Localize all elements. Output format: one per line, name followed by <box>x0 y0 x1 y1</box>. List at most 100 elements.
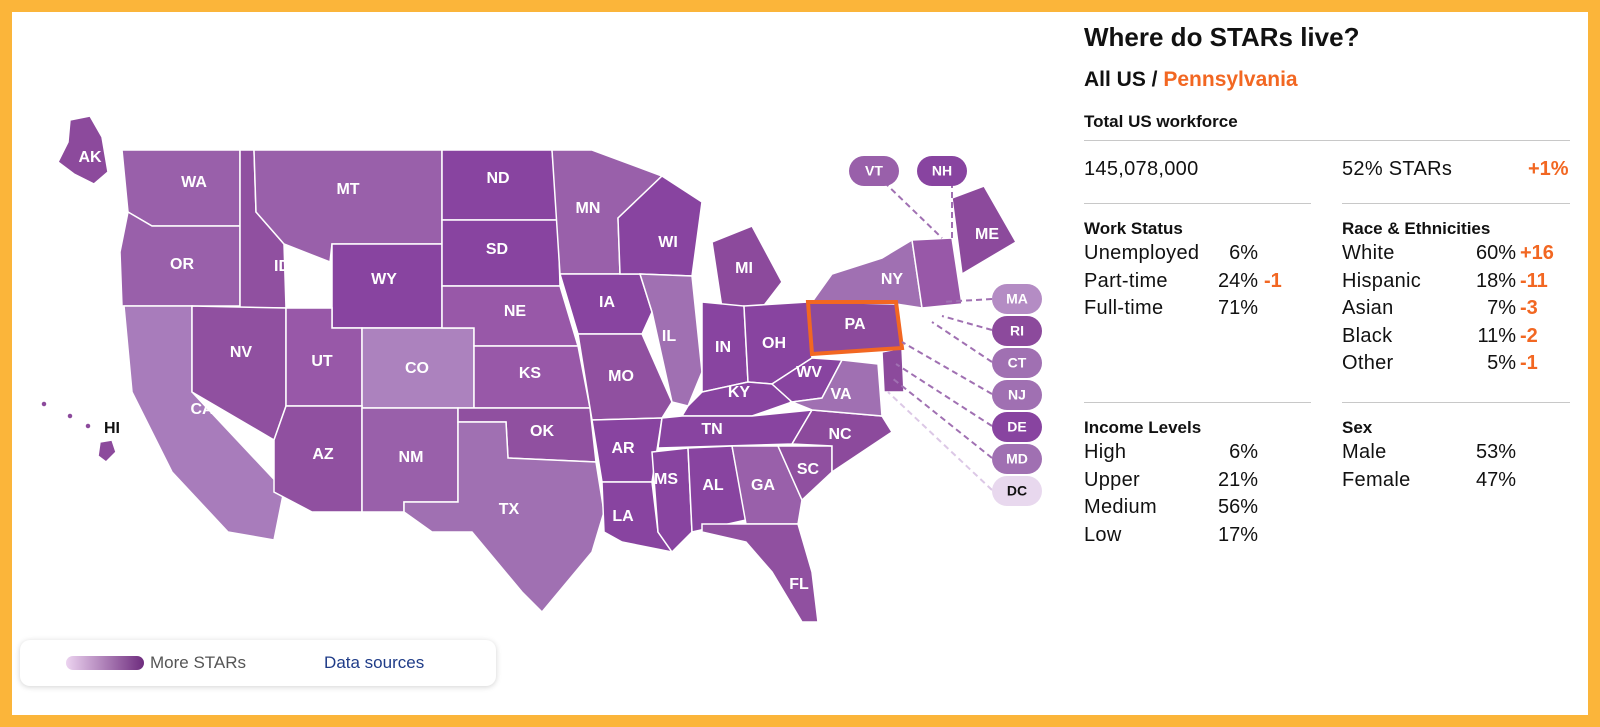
leader-line-vt <box>883 181 943 239</box>
state-pill-label: NH <box>932 163 952 179</box>
state-shape-de-md-nj <box>881 347 905 393</box>
state-pill-bg <box>992 412 1042 442</box>
state-label-ok[interactable]: OK <box>530 423 554 440</box>
stat-row-delta: -2 <box>1520 324 1538 347</box>
stars-delta: +1% <box>1528 158 1569 180</box>
state-label-in[interactable]: IN <box>715 339 731 356</box>
state-label-ky[interactable]: KY <box>728 384 751 401</box>
state-label-ga[interactable]: GA <box>751 477 775 494</box>
state-shape-me[interactable] <box>951 185 1018 276</box>
leader-line-de <box>895 363 993 427</box>
state-label-ne[interactable]: NE <box>504 303 527 320</box>
state-label-oh[interactable]: OH <box>762 335 786 352</box>
hi-island-dot <box>84 422 92 430</box>
state-label-mt[interactable]: MT <box>336 181 359 198</box>
state-pill-bg <box>992 380 1042 410</box>
state-label-pa[interactable]: PA <box>844 316 865 333</box>
stat-row-label: Female <box>1342 468 1411 491</box>
state-shape-tx[interactable] <box>403 421 605 614</box>
hi-island-dot <box>40 400 48 408</box>
stat-row-value: 6% <box>1229 242 1258 264</box>
state-label-va[interactable]: VA <box>830 386 851 403</box>
state-label-ut[interactable]: UT <box>311 353 333 370</box>
race-heading: Race & Ethnicities <box>1342 219 1491 238</box>
state-label-ar[interactable]: AR <box>611 440 635 457</box>
state-label-or[interactable]: OR <box>170 256 194 273</box>
state-label-al[interactable]: AL <box>702 477 724 494</box>
state-label-nd[interactable]: ND <box>486 170 509 187</box>
divider <box>1342 203 1570 204</box>
state-shape-va[interactable] <box>789 359 883 417</box>
state-pill-bg <box>992 444 1042 474</box>
state-label-nc[interactable]: NC <box>828 426 852 443</box>
state-label-ia[interactable]: IA <box>599 294 615 311</box>
stars-share: 52% STARs <box>1342 158 1453 180</box>
leader-line-ri <box>941 315 993 331</box>
state-label-mn[interactable]: MN <box>576 200 601 217</box>
breadcrumb-all-us[interactable]: All US <box>1084 68 1146 91</box>
state-label-ms[interactable]: MS <box>654 471 678 488</box>
state-label-ny[interactable]: NY <box>881 271 904 288</box>
leader-line-ct <box>931 321 993 363</box>
stat-row-value: 7% <box>1487 297 1516 319</box>
state-label-wi[interactable]: WI <box>658 234 678 251</box>
stat-row-label: Part-time <box>1084 269 1168 292</box>
state-pill-de[interactable]: DE <box>992 412 1042 442</box>
state-label-wy[interactable]: WY <box>371 271 397 288</box>
state-pill-ma[interactable]: MA <box>992 284 1042 314</box>
state-pill-nj[interactable]: NJ <box>992 380 1042 410</box>
data-sources-link[interactable]: Data sources <box>324 653 425 672</box>
state-label-sd[interactable]: SD <box>486 241 508 258</box>
state-label-mi[interactable]: MI <box>735 260 753 277</box>
stat-row-label: Male <box>1342 441 1387 463</box>
state-label-fl[interactable]: FL <box>789 576 809 593</box>
stat-row-label: Upper <box>1084 468 1140 491</box>
state-shape-ny[interactable] <box>810 238 923 309</box>
state-label-sc[interactable]: SC <box>797 461 820 478</box>
state-shape-az[interactable] <box>273 405 363 513</box>
state-shape-tn[interactable] <box>657 409 814 449</box>
state-label-me[interactable]: ME <box>975 226 999 243</box>
state-pill-vt[interactable]: VT <box>849 156 899 186</box>
state-label-ak[interactable]: AK <box>78 149 102 166</box>
state-label-nv[interactable]: NV <box>230 344 253 361</box>
state-label-id[interactable]: ID <box>274 258 290 275</box>
state-shape-ms[interactable] <box>651 447 693 554</box>
state-label-ks[interactable]: KS <box>519 365 542 382</box>
state-pill-ct[interactable]: CT <box>992 348 1042 378</box>
state-label-la[interactable]: LA <box>612 508 634 525</box>
state-pill-dc[interactable]: DC <box>992 476 1042 506</box>
state-label-il[interactable]: IL <box>662 328 676 345</box>
state-shape-fl[interactable] <box>701 523 819 623</box>
state-shape-ga[interactable] <box>731 445 803 525</box>
state-label-tx[interactable]: TX <box>499 501 520 518</box>
stat-row-label: High <box>1084 441 1127 463</box>
workforce-heading: Total US workforce <box>1084 112 1238 131</box>
stat-row-label: Other <box>1342 352 1394 374</box>
state-label-wv[interactable]: WV <box>796 364 822 381</box>
state-pill-ri[interactable]: RI <box>992 316 1042 346</box>
state-shape-mi[interactable] <box>711 225 783 309</box>
state-label-nm[interactable]: NM <box>399 449 424 466</box>
state-shape-ne-cluster <box>911 237 963 309</box>
map-legend: More STARs Data sources <box>20 640 496 686</box>
breadcrumb-selected: Pennsylvania <box>1163 68 1298 91</box>
stat-row-value: 5% <box>1487 352 1516 374</box>
income-heading: Income Levels <box>1084 418 1202 437</box>
state-label-hi[interactable]: HI <box>104 420 120 437</box>
state-pill-nh[interactable]: NH <box>917 156 967 186</box>
state-label-az[interactable]: AZ <box>312 446 334 463</box>
stat-row-label: Low <box>1084 523 1122 546</box>
state-label-tn[interactable]: TN <box>701 421 722 438</box>
state-shape-hi[interactable] <box>97 439 117 463</box>
state-label-ca[interactable]: CA <box>190 401 214 418</box>
state-pill-md[interactable]: MD <box>992 444 1042 474</box>
state-label-mo[interactable]: MO <box>608 368 634 385</box>
state-shape-ak[interactable] <box>57 115 109 185</box>
state-pill-label: VT <box>865 163 883 179</box>
state-label-co[interactable]: CO <box>405 360 429 377</box>
state-pill-bg <box>992 476 1042 506</box>
state-pill-bg <box>849 156 899 186</box>
sex-heading: Sex <box>1342 418 1373 437</box>
state-label-wa[interactable]: WA <box>181 174 207 191</box>
